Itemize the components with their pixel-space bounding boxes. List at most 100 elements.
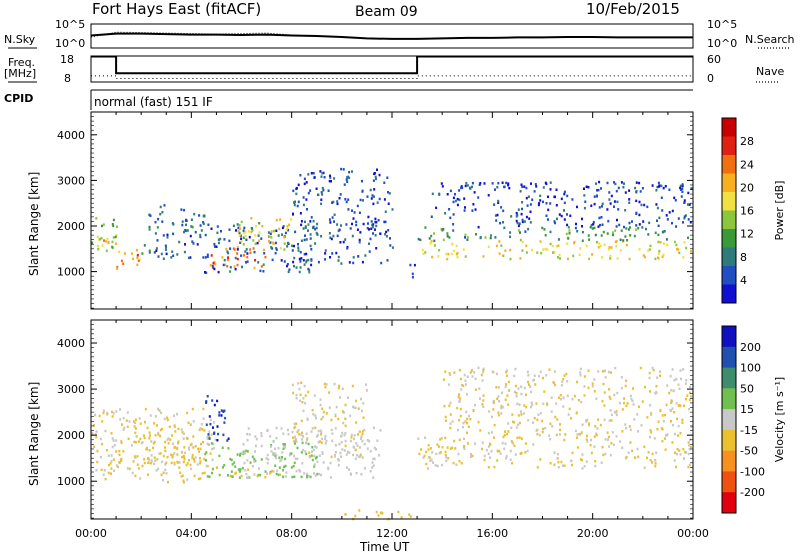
velocity-cell xyxy=(334,451,337,454)
velocity-cell xyxy=(457,452,460,456)
power-cell xyxy=(566,194,569,198)
power-cell xyxy=(374,234,377,237)
velocity-cell xyxy=(254,444,257,448)
power-cell xyxy=(461,186,464,190)
velocity-cell xyxy=(310,430,313,433)
power-cell xyxy=(369,188,372,192)
velocity-cell xyxy=(689,395,692,398)
velocity-cell xyxy=(148,437,151,440)
velocity-cell xyxy=(126,411,129,414)
velocity-cell xyxy=(464,420,467,423)
velocity-cell xyxy=(422,456,425,459)
velocity-cell xyxy=(193,460,196,463)
velocity-cell xyxy=(354,406,357,410)
power-cell xyxy=(657,233,660,237)
velocity-cell xyxy=(651,452,654,456)
velocity-cell xyxy=(362,402,365,405)
power-cell xyxy=(458,189,461,192)
power-cell xyxy=(597,246,600,249)
velocity-cell xyxy=(253,473,256,476)
power-cell xyxy=(291,249,294,252)
power-cell xyxy=(629,234,632,237)
power-cell xyxy=(309,237,312,240)
power-cell xyxy=(654,257,657,261)
velocity-cell xyxy=(150,440,153,443)
velocity-cell xyxy=(557,466,560,469)
velocity-cell xyxy=(206,395,209,398)
velocity-cell xyxy=(593,378,596,381)
velocity-cell xyxy=(137,440,140,443)
velocity-cell xyxy=(459,407,462,411)
power-cell xyxy=(573,240,576,244)
velocity-cell xyxy=(601,370,604,373)
velocity-cell xyxy=(162,454,165,458)
power-cell xyxy=(228,239,231,243)
velocity-cell xyxy=(527,380,529,384)
velocity-cell xyxy=(427,448,430,451)
velocity-cell xyxy=(621,430,624,433)
velocity-cell xyxy=(505,455,508,458)
power-cell xyxy=(198,214,201,217)
velocity-cell xyxy=(105,449,108,452)
velocity-cell xyxy=(266,462,269,465)
power-region-6 xyxy=(237,217,293,251)
power-cell xyxy=(593,226,596,230)
power-cell xyxy=(264,255,267,259)
velocity-cell xyxy=(650,411,652,415)
velocity-cell xyxy=(290,466,293,469)
velocity-cell xyxy=(309,475,312,479)
power-cell xyxy=(635,228,638,231)
power-cell xyxy=(236,246,239,249)
power-cell xyxy=(452,196,455,200)
velocity-cell xyxy=(147,473,150,476)
velocity-cell xyxy=(651,461,654,464)
velocity-cell xyxy=(477,420,480,424)
power-cell xyxy=(515,219,518,223)
velocity-colorbar-tick: -100 xyxy=(740,465,765,478)
velocity-cell xyxy=(531,403,534,406)
power-cell xyxy=(353,211,356,214)
power-cell xyxy=(646,205,649,209)
velocity-cell xyxy=(162,478,164,482)
power-cell xyxy=(336,202,339,206)
velocity-cell xyxy=(315,446,318,449)
power-cell xyxy=(252,247,255,250)
power-cell xyxy=(345,178,348,181)
velocity-cell xyxy=(673,411,676,414)
power-cell xyxy=(339,193,342,196)
power-cell xyxy=(674,199,677,202)
velocity-cell xyxy=(541,419,544,423)
velocity-colorbar-swatch xyxy=(722,367,736,389)
power-cell xyxy=(555,245,558,248)
velocity-cell xyxy=(580,431,583,434)
velocity-cell xyxy=(197,477,200,481)
power-cell xyxy=(243,254,245,257)
velocity-cell xyxy=(462,384,465,387)
velocity-cell xyxy=(103,469,106,472)
velocity-cell xyxy=(173,452,176,455)
power-cell xyxy=(217,241,220,245)
velocity-cell xyxy=(255,437,258,441)
velocity-cell xyxy=(518,436,521,439)
power-cell xyxy=(542,186,545,189)
power-region-4 xyxy=(209,246,267,270)
velocity-cell xyxy=(141,441,144,444)
velocity-cell xyxy=(266,472,268,475)
power-cell xyxy=(295,186,298,190)
velocity-cell xyxy=(174,430,177,433)
velocity-cell xyxy=(199,477,202,480)
velocity-cell xyxy=(630,397,633,401)
power-cell xyxy=(637,226,640,230)
power-cell xyxy=(248,235,251,239)
power-cell xyxy=(303,177,306,181)
power-cell xyxy=(310,259,313,262)
power-cell xyxy=(628,198,631,201)
power-cell xyxy=(509,257,512,261)
velocity-cell xyxy=(170,461,173,465)
power-cell xyxy=(91,241,94,245)
power-cell xyxy=(678,251,681,255)
velocity-cell xyxy=(106,411,109,415)
velocity-cell xyxy=(131,471,134,475)
power-cell xyxy=(333,213,336,216)
power-cell xyxy=(372,179,375,182)
